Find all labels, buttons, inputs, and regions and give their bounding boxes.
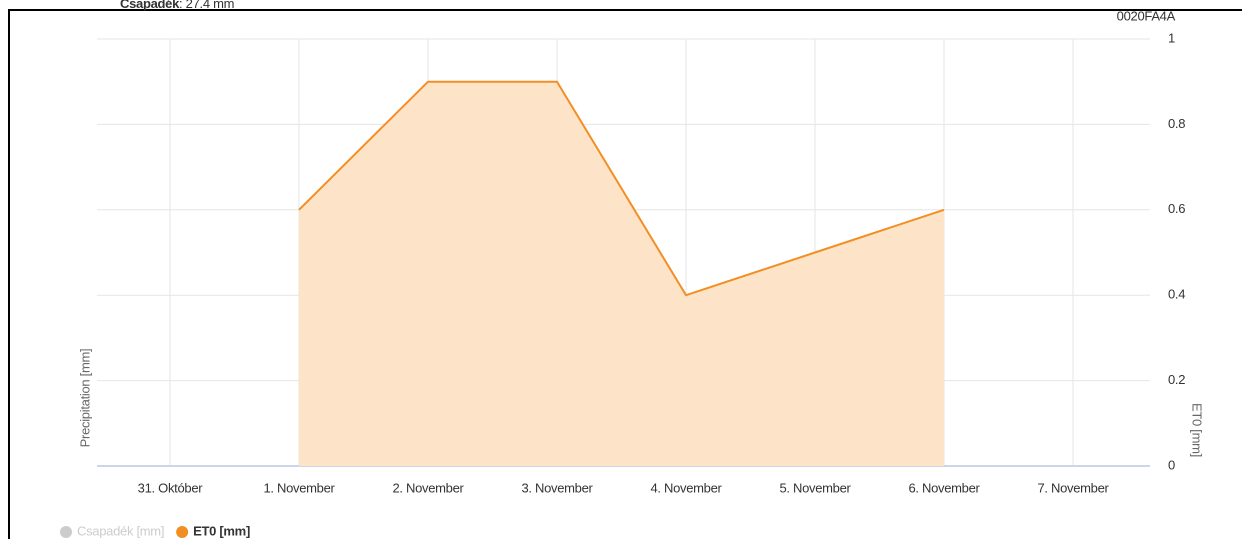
area-fill [299,81,944,466]
y2-tick-label: 1 [1168,30,1175,45]
device-id: 0020FA4A [1117,8,1176,23]
y2-tick-label: 0.6 [1168,201,1185,216]
summary-text: : 27.4 mm [179,0,234,11]
x-tick-label: 1. November [263,480,335,495]
y2-axis-title: ET0 [mm] [1190,403,1205,457]
legend-label: Csapadék [mm] [77,523,164,538]
summary: Csapadék: 27.4 mm [120,0,234,11]
y2-tick-label: 0.4 [1168,287,1185,302]
legend-label: ET0 [mm] [193,523,250,538]
x-tick-label: 5. November [779,480,851,495]
x-tick-label: 7. November [1037,480,1109,495]
x-tick-label: 6. November [908,480,980,495]
y2-tick-label: 0.8 [1168,116,1185,131]
y2-tick-label: 0.2 [1168,372,1185,387]
legend-marker [176,526,189,538]
area-line [298,80,945,297]
y2-tick-label: 0 [1168,457,1175,472]
x-tick-label: 31. Október [138,480,204,495]
x-tick-label: 3. November [521,480,593,495]
legend-marker [60,526,72,538]
x-tick-label: 4. November [650,480,722,495]
legend-item[interactable]: ET0 [mm] [176,523,250,538]
summary-label: Csapadék [120,0,180,11]
x-tick-label: 2. November [392,480,464,495]
legend-item[interactable]: Csapadék [mm] [60,523,164,538]
y-axis-title: Precipitation [mm] [77,349,92,448]
